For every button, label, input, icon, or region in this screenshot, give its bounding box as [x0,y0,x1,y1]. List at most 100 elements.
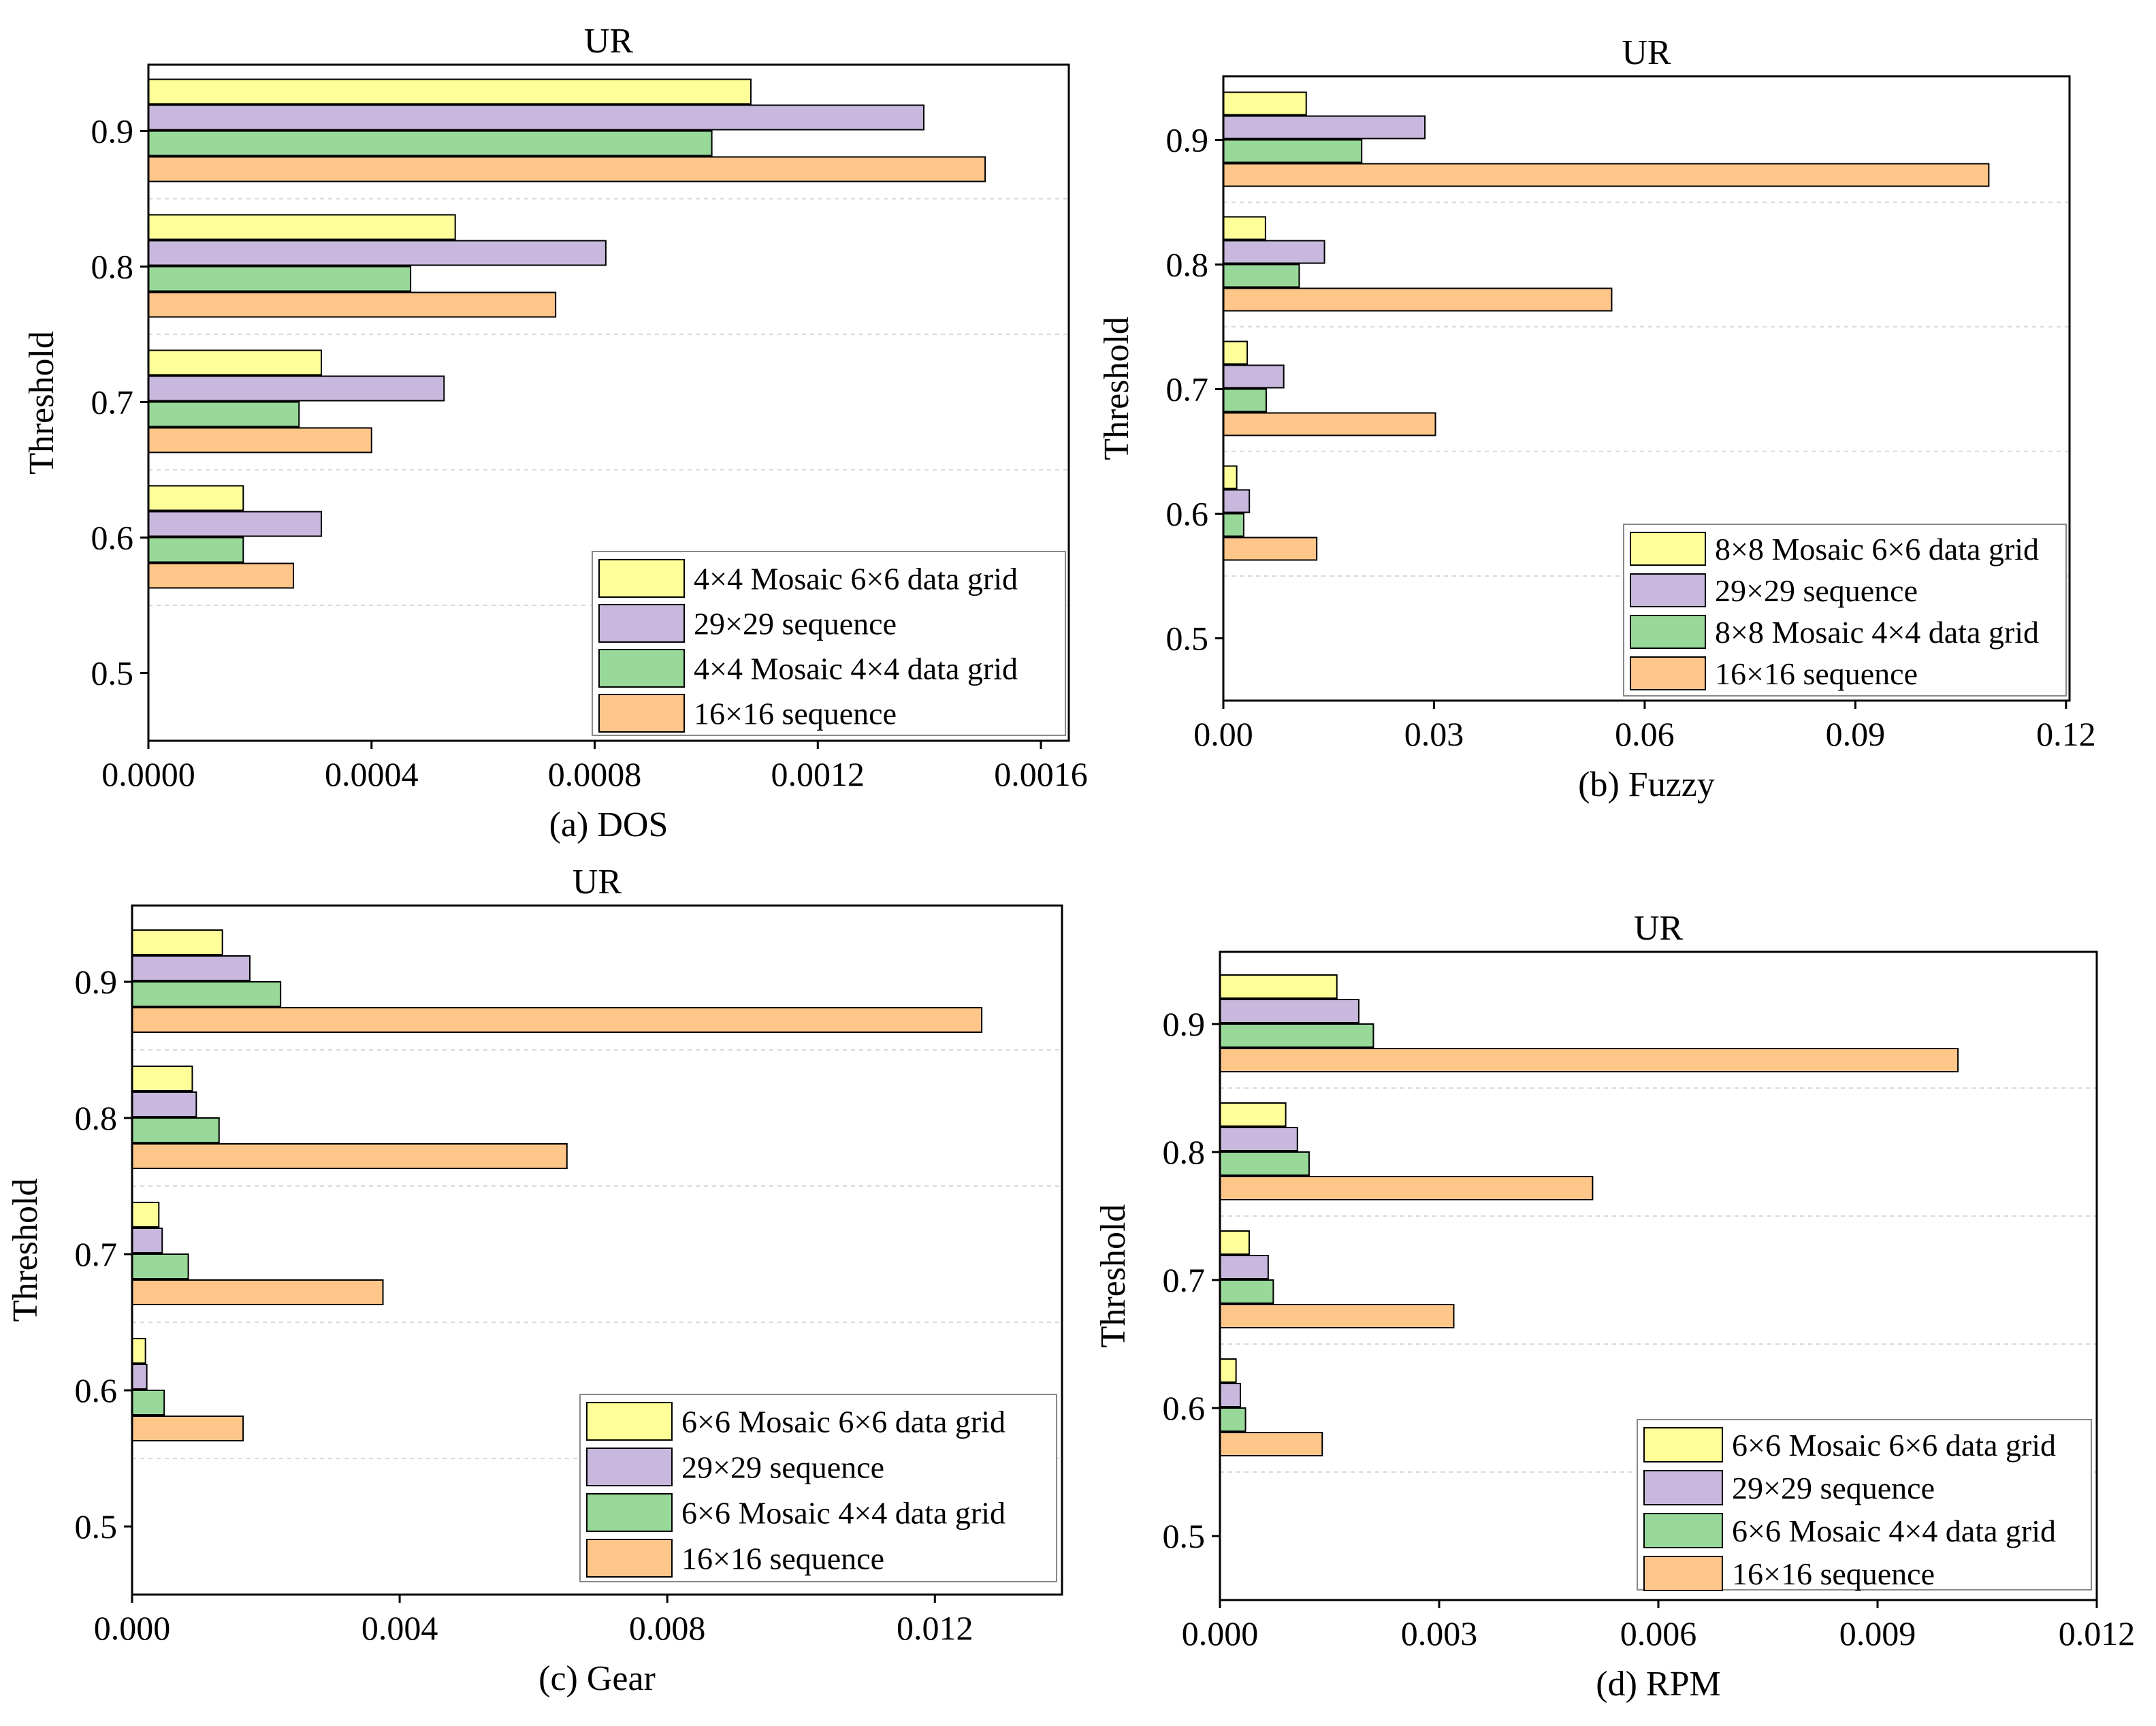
legend-label-3: 4×4 Mosaic 4×4 data grid [694,652,1018,686]
bar-fuzzy-t09-s2 [1223,115,1426,140]
legend-label-3: 6×6 Mosaic 4×4 data grid [681,1496,1005,1531]
legend-swatch-2 [586,1448,673,1486]
legend: 4×4 Mosaic 6×6 data grid 29×29 sequence 4×… [592,551,1066,736]
y-tick-label: 0.9 [1166,121,1209,159]
bar-dos-t07-s4 [148,427,372,453]
legend-swatch-3 [598,649,685,688]
bar-rpm-t08-s1 [1219,1102,1287,1127]
bar-gear-t08-s1 [131,1066,193,1091]
legend-label-4: 16×16 sequence [694,697,897,731]
bar-gear-t09-s4 [131,1007,983,1033]
bar-gear-t09-s3 [131,981,282,1007]
y-tick-label: 0.7 [1163,1261,1206,1299]
legend-swatch-2 [1630,573,1706,607]
bar-dos-t08-s2 [148,240,607,266]
legend-label-2: 29×29 sequence [681,1450,884,1485]
bar-fuzzy-t06-s3 [1223,513,1244,537]
x-tick-label: 0.03 [1404,715,1464,753]
bar-rpm-t09-s4 [1219,1048,1959,1072]
legend-swatch-3 [1643,1513,1723,1548]
bar-gear-t07-s3 [131,1253,189,1279]
bar-gear-t06-s4 [131,1416,244,1441]
bar-gear-t08-s4 [131,1143,568,1169]
x-tick-label: 0.12 [2036,715,2096,753]
chart-panel-gear: 0.5 0.6 0.7 0.8 0.9 0.000 0.004 0.008 0.012 UR (c)… [6,863,1063,1698]
chart-panel-rpm: 0.5 0.6 0.7 0.8 0.9 0.000 0.003 0.006 0.009 0.012… [1094,909,2135,1704]
legend-swatch-3 [1630,615,1706,649]
x-tick-label: 0.000 [94,1609,171,1647]
bar-fuzzy-t08-s3 [1223,263,1300,288]
legend-swatch-1 [586,1402,673,1441]
x-tick-label: 0.09 [1826,715,1886,753]
bar-dos-t06-s1 [148,485,244,511]
x-axis-label: (b) Fuzzy [1578,765,1715,804]
y-tick-label: 0.6 [1163,1389,1206,1427]
legend: 6×6 Mosaic 6×6 data grid 29×29 sequence 6×… [1637,1419,2092,1591]
y-tick-label: 0.9 [91,112,134,150]
legend-swatch-2 [1643,1470,1723,1505]
y-tick-label: 0.9 [75,963,118,1001]
bar-fuzzy-t07-s2 [1223,364,1285,389]
x-tick-label: 0.008 [629,1609,706,1647]
bar-rpm-t06-s3 [1219,1407,1246,1432]
chart-panel-fuzzy: 0.5 0.6 0.7 0.8 0.9 0.00 0.03 0.06 0.09 0.12 UR (b)… [1097,33,2096,804]
y-tick-label: 0.7 [75,1235,118,1273]
bar-rpm-t07-s1 [1219,1230,1250,1255]
legend-swatch-1 [598,559,685,598]
x-tick-label: 0.0016 [994,755,1088,793]
bar-rpm-t09-s3 [1219,1023,1374,1048]
bar-gear-t08-s2 [131,1091,197,1117]
legend-swatch-4 [1630,656,1706,690]
x-axis-label: (a) DOS [549,805,669,844]
bar-gear-t07-s4 [131,1279,384,1305]
chart-title: UR [573,863,622,901]
bar-gear-t07-s1 [131,1202,160,1228]
x-tick-label: 0.003 [1401,1614,1478,1652]
bar-dos-t06-s3 [148,537,244,563]
bar-dos-t09-s4 [148,156,986,182]
legend-swatch-2 [598,604,685,643]
legend-label-1: 6×6 Mosaic 6×6 data grid [681,1405,1005,1439]
bar-dos-t09-s3 [148,130,713,157]
plot-frame [131,904,1063,1596]
legend: 6×6 Mosaic 6×6 data grid 29×29 sequence 6×… [579,1394,1057,1582]
y-tick-label: 0.6 [1166,495,1209,533]
legend-label-1: 6×6 Mosaic 6×6 data grid [1732,1428,2056,1463]
bar-rpm-t07-s3 [1219,1279,1274,1304]
x-tick-label: 0.0008 [548,755,642,793]
bar-dos-t07-s1 [148,349,323,376]
x-tick-label: 0.000 [1182,1614,1259,1652]
legend-swatch-1 [1630,532,1706,566]
bar-dos-t08-s3 [148,266,412,292]
y-tick-label: 0.5 [75,1507,118,1546]
bar-fuzzy-t08-s4 [1223,287,1613,312]
x-axis-label: (d) RPM [1596,1665,1720,1704]
y-axis-label: Threshold [1097,317,1136,460]
y-axis-label: Threshold [22,331,61,475]
bar-dos-t06-s2 [148,511,323,537]
y-tick-label: 0.5 [1166,620,1209,658]
y-tick-label: 0.8 [1163,1133,1206,1171]
bar-rpm-t08-s4 [1219,1176,1594,1200]
chart-title: UR [1634,909,1684,948]
y-tick-label: 0.6 [91,519,134,557]
bar-fuzzy-t08-s2 [1223,240,1325,264]
bar-rpm-t06-s4 [1219,1432,1323,1456]
legend-label-3: 6×6 Mosaic 4×4 data grid [1732,1514,2056,1548]
legend-swatch-3 [586,1493,673,1532]
legend-label-4: 16×16 sequence [1715,656,1918,691]
y-tick-label: 0.7 [91,383,134,421]
bar-gear-t09-s1 [131,929,223,955]
x-tick-label: 0.012 [2059,1614,2136,1652]
y-tick-label: 0.7 [1166,370,1209,409]
legend-label-2: 29×29 sequence [694,607,897,641]
bar-gear-t06-s2 [131,1364,148,1390]
bar-rpm-t07-s2 [1219,1255,1269,1279]
bar-gear-t09-s2 [131,955,251,981]
bar-fuzzy-t08-s1 [1223,216,1266,240]
legend-label-4: 16×16 sequence [1732,1556,1935,1591]
x-tick-label: 0.0004 [325,755,419,793]
bar-gear-t07-s2 [131,1228,163,1253]
bar-dos-t06-s4 [148,562,295,589]
